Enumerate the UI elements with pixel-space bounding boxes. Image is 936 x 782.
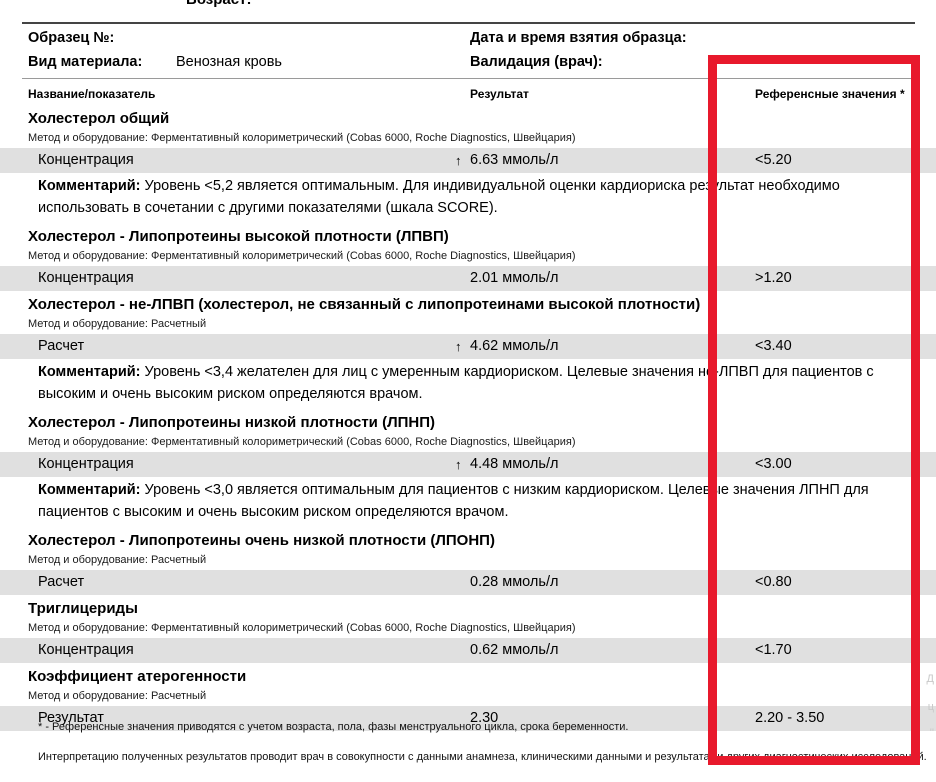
ghost-mark-3: ''	[929, 727, 934, 739]
analyte-method: Метод и оборудование: Ферментативный кол…	[28, 622, 576, 634]
reference-range-value: 2.20 - 3.50	[755, 710, 825, 726]
ghost-mark-2: ц	[927, 701, 934, 713]
analyte-section: Холестерол - Липопротеины очень низкой п…	[0, 527, 936, 595]
result-value: 2.30	[470, 710, 499, 726]
material-type-label: Вид материала:	[28, 54, 143, 70]
analyte-method: Метод и оборудование: Расчетный	[28, 554, 207, 566]
analyte-method: Метод и оборудование: Ферментативный кол…	[28, 132, 576, 144]
column-header-reference: Референсные значения *	[755, 87, 905, 101]
reference-range-value: <0.80	[755, 574, 792, 590]
analyte-comment: Комментарий: Уровень <3,0 является оптим…	[0, 477, 936, 527]
analyte-comment: Комментарий: Уровень <5,2 является оптим…	[0, 173, 936, 223]
result-row: Результат 2.30 2.20 - 3.50	[0, 706, 936, 731]
out-of-range-up-arrow-icon: ↑	[455, 153, 462, 168]
analyte-comment-text: Уровень <3,0 является оптимальным для па…	[38, 482, 869, 520]
ghost-mark-1: Д	[926, 673, 934, 685]
result-row-label: Расчет	[38, 574, 85, 590]
sample-info-row-1: Образец №: Дата и время взятия образца:	[0, 26, 936, 50]
result-value: 0.62 ммоль/л	[470, 642, 559, 658]
analyte-comment-label: Комментарий:	[38, 364, 141, 380]
collection-datetime-label: Дата и время взятия образца:	[470, 30, 687, 46]
sample-number-label: Образец №:	[28, 30, 115, 46]
analyte-comment-label: Комментарий:	[38, 178, 141, 194]
out-of-range-up-arrow-icon: ↑	[455, 457, 462, 472]
interpretation-footnote: Интерпретацию полученных результатов про…	[38, 751, 927, 763]
out-of-range-up-arrow-icon: ↑	[455, 339, 462, 354]
result-row-label: Концентрация	[38, 152, 134, 168]
sample-info-block: Образец №: Дата и время взятия образца: …	[0, 24, 936, 74]
validation-doctor-label: Валидация (врач):	[470, 54, 603, 70]
analyte-section: Коэффициент атерогенности Метод и оборудо…	[0, 663, 936, 731]
result-row: Расчет ↑ 4.62 ммоль/л <3.40	[0, 334, 936, 359]
result-row-label: Концентрация	[38, 456, 134, 472]
analyte-list: Холестерол общий Метод и оборудование: Фе…	[0, 105, 936, 731]
result-value: 6.63 ммоль/л	[470, 152, 559, 168]
analyte-method: Метод и оборудование: Ферментативный кол…	[28, 436, 576, 448]
reference-range-value: >1.20	[755, 270, 792, 286]
column-header-result: Результат	[470, 87, 529, 101]
result-row: Концентрация 2.01 ммоль/л >1.20	[0, 266, 936, 291]
result-row-label: Результат	[38, 710, 104, 726]
analyte-section: Холестерол общий Метод и оборудование: Фе…	[0, 105, 936, 223]
result-row: Концентрация ↑ 6.63 ммоль/л <5.20	[0, 148, 936, 173]
reference-range-value: <3.00	[755, 456, 792, 472]
analyte-title: Холестерол общий	[28, 110, 170, 127]
cutoff-header-strip: Возраст:	[0, 0, 936, 9]
reference-footnote: * - Референсные значения приводятся с уч…	[38, 721, 629, 733]
analyte-title: Холестерол - не-ЛПВП (холестерол, не свя…	[28, 296, 701, 313]
result-row: Расчет 0.28 ммоль/л <0.80	[0, 570, 936, 595]
analyte-title: Коэффициент атерогенности	[28, 668, 247, 685]
analyte-section: Холестерол - Липопротеины высокой плотно…	[0, 223, 936, 291]
result-row-label: Концентрация	[38, 270, 134, 286]
reference-range-value: <3.40	[755, 338, 792, 354]
column-header-name: Название/показатель	[28, 87, 156, 101]
result-row: Концентрация 0.62 ммоль/л <1.70	[0, 638, 936, 663]
divider-top	[22, 22, 915, 24]
analyte-section: Триглицериды Метод и оборудование: Фермен…	[0, 595, 936, 663]
result-value: 0.28 ммоль/л	[470, 574, 559, 590]
analyte-title: Холестерол - Липопротеины очень низкой п…	[28, 532, 495, 549]
reference-range-value: <1.70	[755, 642, 792, 658]
result-row-label: Расчет	[38, 338, 85, 354]
analyte-comment-text: Уровень <3,4 желателен для лиц с умеренн…	[38, 364, 874, 402]
reference-range-value: <5.20	[755, 152, 792, 168]
result-value: 4.62 ммоль/л	[470, 338, 559, 354]
result-value: 2.01 ммоль/л	[470, 270, 559, 286]
divider-below-sample-info	[22, 78, 915, 79]
analyte-method: Метод и оборудование: Ферментативный кол…	[28, 250, 576, 262]
analyte-section: Холестерол - не-ЛПВП (холестерол, не свя…	[0, 291, 936, 409]
analyte-title: Холестерол - Липопротеины низкой плотнос…	[28, 414, 435, 431]
analyte-comment: Комментарий: Уровень <3,4 желателен для …	[0, 359, 936, 409]
analyte-comment-label: Комментарий:	[38, 482, 141, 498]
table-column-headers: Название/показатель Результат Референсны…	[0, 84, 936, 104]
analyte-title: Холестерол - Липопротеины высокой плотно…	[28, 228, 449, 245]
analyte-method: Метод и оборудование: Расчетный	[28, 318, 207, 330]
result-value: 4.48 ммоль/л	[470, 456, 559, 472]
analyte-section: Холестерол - Липопротеины низкой плотнос…	[0, 409, 936, 527]
result-row-label: Концентрация	[38, 642, 134, 658]
sample-info-row-2: Вид материала: Венозная кровь Валидация …	[0, 50, 936, 74]
analyte-method: Метод и оборудование: Расчетный	[28, 690, 207, 702]
age-label: Возраст:	[186, 0, 251, 9]
analyte-title: Триглицериды	[28, 600, 138, 617]
result-row: Концентрация ↑ 4.48 ммоль/л <3.00	[0, 452, 936, 477]
analyte-comment-text: Уровень <5,2 является оптимальным. Для и…	[38, 178, 840, 216]
material-type-value: Венозная кровь	[176, 54, 282, 70]
